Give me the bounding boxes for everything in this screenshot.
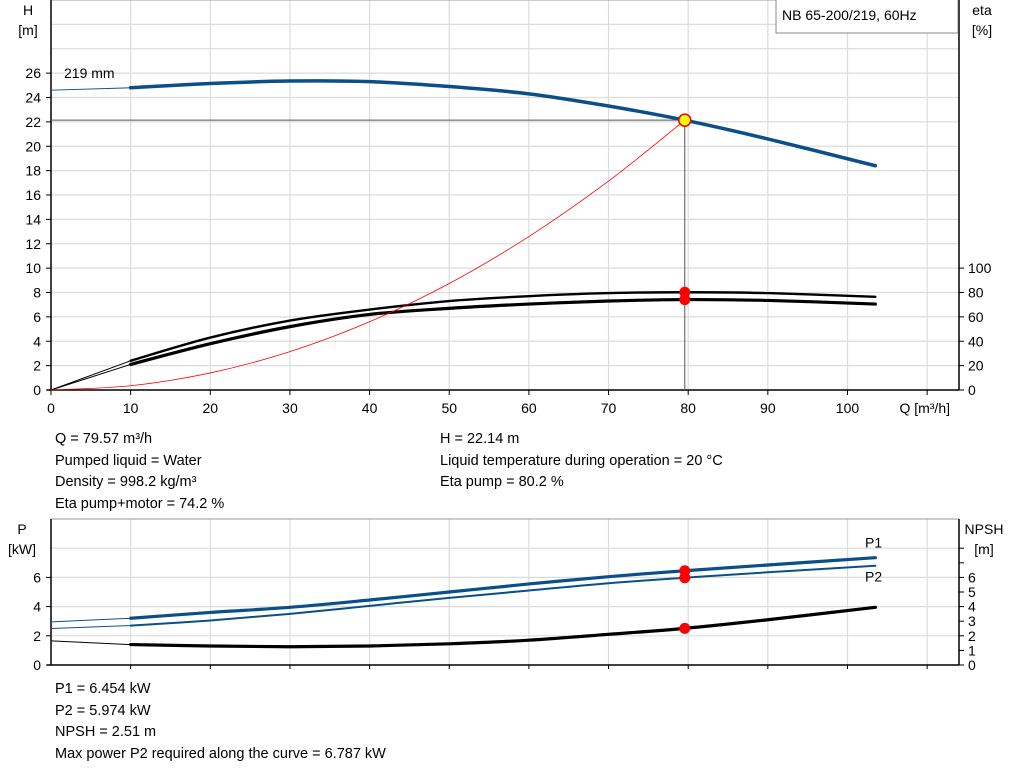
y-tick-label: 14 xyxy=(25,211,41,227)
H-curve xyxy=(128,79,878,168)
x-tick-label: 30 xyxy=(282,400,298,416)
y-tick-label: 4 xyxy=(33,599,41,615)
y-tick-label: 22 xyxy=(25,114,41,130)
y-tick-label: 8 xyxy=(33,285,41,301)
y2-tick-label: 0 xyxy=(968,382,976,398)
x-tick-label: 80 xyxy=(680,400,696,416)
p1-curve xyxy=(129,556,877,620)
y-tick-label: 18 xyxy=(25,163,41,179)
info-top-left: Q = 79.57 m³/h Pumped liquid = Water Den… xyxy=(55,429,224,516)
p1-curve-extrapolation xyxy=(50,617,131,623)
x-axis-title: Q [m³/h] xyxy=(899,400,950,416)
info-bottom: P1 = 6.454 kW P2 = 5.974 kW NPSH = 2.51 … xyxy=(55,679,386,766)
p1-readout: P1 = 6.454 kW xyxy=(55,681,151,697)
H-curve-extrapolation xyxy=(50,87,131,91)
y-tick-label: 4 xyxy=(33,333,41,349)
y-tick-label: 26 xyxy=(25,65,41,81)
y-axis-title: H xyxy=(23,2,33,18)
npsh-readout: NPSH = 2.51 m xyxy=(55,724,157,741)
y2-tick-label: 20 xyxy=(968,358,984,374)
x-tick-label: 90 xyxy=(760,400,776,416)
y-axis-unit: [kW] xyxy=(8,541,36,557)
y2-axis-unit: [%] xyxy=(972,22,992,38)
y2-tick-label: 60 xyxy=(968,309,984,325)
y2-tick-label: 4 xyxy=(968,599,976,615)
x-tick-label: 10 xyxy=(123,400,139,416)
operating-point-marker xyxy=(678,113,692,127)
y2-tick-label: 5 xyxy=(968,584,976,600)
npsh-operating-marker xyxy=(679,622,691,634)
info-top-right: H = 22.14 m Liquid temperature during op… xyxy=(440,429,723,494)
y-tick-label: 16 xyxy=(25,187,41,203)
y-tick-label: 2 xyxy=(33,358,41,374)
y-axis-unit: [m] xyxy=(18,22,37,38)
p2-operating-marker xyxy=(679,572,691,584)
y-tick-label: 0 xyxy=(33,657,41,673)
y2-axis-title: NPSH xyxy=(965,521,1004,537)
npsh-curve-extrapolation xyxy=(50,640,131,646)
y-tick-label: 10 xyxy=(25,260,41,276)
eta-pump-motor-curve-extrapolation xyxy=(50,363,131,391)
head-readout: H = 22.14 m xyxy=(440,431,520,447)
x-tick-label: 0 xyxy=(47,400,55,416)
eta-pump-motor-curve xyxy=(129,297,877,367)
temperature-readout: Liquid temperature during operation = 20… xyxy=(440,452,723,469)
x-tick-label: 60 xyxy=(521,400,537,416)
x-tick-label: 20 xyxy=(203,400,219,416)
y2-tick-label: 6 xyxy=(968,569,976,585)
eta-pump-readout: Eta pump = 80.2 % xyxy=(440,474,564,491)
y-axis-title: P xyxy=(17,521,26,537)
system-curve-curve xyxy=(50,119,686,391)
x-tick-label: 100 xyxy=(836,400,860,416)
max-p2-readout: Max power P2 required along the curve = … xyxy=(55,746,386,763)
y2-tick-label: 80 xyxy=(968,285,984,301)
chart-title: NB 65-200/219, 60Hz xyxy=(782,7,917,23)
x-tick-label: 40 xyxy=(362,400,378,416)
y-tick-label: 6 xyxy=(33,569,41,585)
y2-tick-label: 3 xyxy=(968,613,976,629)
p2-readout: P2 = 5.974 kW xyxy=(55,702,151,719)
p2-curve-extrapolation xyxy=(50,625,131,629)
y2-tick-label: 2 xyxy=(968,628,976,644)
y-tick-label: 12 xyxy=(25,236,41,252)
x-tick-label: 70 xyxy=(601,400,617,416)
pumped-liquid-readout: Pumped liquid = Water xyxy=(55,452,202,469)
npsh-curve xyxy=(129,605,877,649)
p2-curve xyxy=(129,564,877,627)
flow-readout: Q = 79.57 m³/h xyxy=(55,431,153,447)
p1-label: P1 xyxy=(865,535,882,551)
y-tick-label: 20 xyxy=(25,138,41,154)
y2-tick-label: 1 xyxy=(968,642,976,658)
y2-axis-title: eta xyxy=(972,2,992,18)
y2-axis-unit: [m] xyxy=(974,541,993,557)
y2-tick-label: 40 xyxy=(968,333,984,349)
title-box xyxy=(775,0,959,34)
eta-pump-curve-extrapolation xyxy=(50,360,131,391)
y-tick-label: 6 xyxy=(33,309,41,325)
y-tick-label: 2 xyxy=(33,628,41,644)
y-tick-label: 0 xyxy=(33,382,41,398)
curve-label: 219 mm xyxy=(64,65,115,81)
x-tick-label: 50 xyxy=(441,400,457,416)
eta-total-operating-marker xyxy=(679,294,691,306)
y2-tick-label: 0 xyxy=(968,657,976,673)
p2-label: P2 xyxy=(865,569,882,585)
eta-total-readout: Eta pump+motor = 74.2 % xyxy=(55,496,225,513)
y-tick-label: 24 xyxy=(25,90,41,106)
eta-pump-curve xyxy=(129,291,877,362)
y2-tick-label: 100 xyxy=(968,260,992,276)
density-readout: Density = 998.2 kg/m³ xyxy=(55,474,197,491)
